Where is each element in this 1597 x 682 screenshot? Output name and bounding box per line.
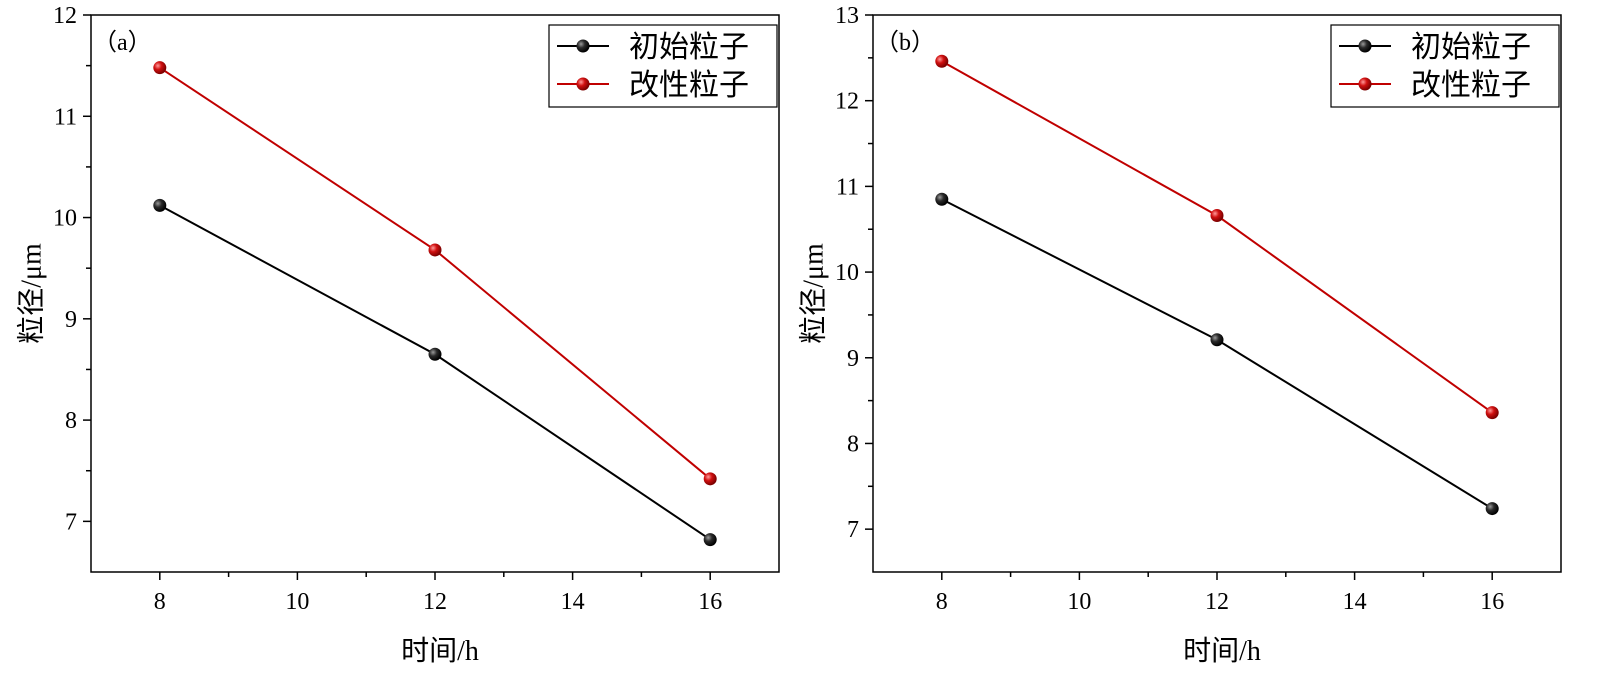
- legend-label-0: 初始粒子: [1411, 31, 1531, 64]
- y-tick-label: 8: [65, 408, 77, 434]
- data-point-1-0: [935, 54, 949, 68]
- x-tick-label: 14: [1343, 589, 1367, 615]
- data-point-1-2: [1485, 406, 1499, 420]
- data-point-1-2: [703, 472, 717, 486]
- x-tick-label: 10: [285, 589, 309, 615]
- panel-label: （a）: [93, 30, 152, 56]
- y-tick-label: 12: [53, 3, 77, 29]
- x-axis-title: 时间/h: [401, 635, 479, 667]
- legend-label-1: 改性粒子: [1411, 69, 1531, 102]
- panel-label: （b）: [875, 30, 935, 56]
- legend-marker-0: [1358, 39, 1372, 53]
- x-axis-title: 时间/h: [1183, 635, 1261, 667]
- y-tick-label: 10: [53, 206, 77, 232]
- y-tick-label: 10: [835, 260, 859, 286]
- data-point-0-0: [935, 192, 949, 206]
- y-tick-label: 13: [835, 3, 859, 29]
- x-tick-label: 14: [561, 589, 585, 615]
- legend-label-1: 改性粒子: [629, 69, 749, 102]
- legend-marker-1: [1358, 77, 1372, 91]
- x-tick-label: 12: [1205, 589, 1229, 615]
- y-tick-label: 7: [65, 509, 77, 535]
- data-point-1-1: [1210, 209, 1224, 223]
- legend-label-0: 初始粒子: [629, 31, 749, 64]
- y-tick-label: 8: [847, 431, 859, 457]
- x-tick-label: 8: [936, 589, 948, 615]
- legend-marker-0: [576, 39, 590, 53]
- data-point-0-1: [428, 347, 442, 361]
- data-point-1-0: [153, 61, 167, 75]
- y-tick-label: 12: [835, 89, 859, 115]
- y-tick-label: 7: [847, 517, 859, 543]
- x-tick-label: 16: [1480, 589, 1504, 615]
- data-point-0-0: [153, 198, 167, 212]
- data-point-0-1: [1210, 333, 1224, 347]
- series-line-1: [159, 66, 711, 480]
- x-tick-label: 8: [154, 589, 166, 615]
- legend-box: [1330, 24, 1560, 108]
- y-axis-title: 粒径/μm: [15, 243, 47, 344]
- x-tick-label: 16: [698, 589, 722, 615]
- y-tick-label: 11: [836, 174, 859, 200]
- data-point-0-2: [703, 533, 717, 547]
- legend-marker-1: [576, 77, 590, 91]
- x-tick-label: 10: [1067, 589, 1091, 615]
- legend-box: [548, 24, 778, 108]
- x-tick-label: 12: [423, 589, 447, 615]
- y-tick-label: 9: [847, 346, 859, 372]
- y-tick-label: 11: [54, 104, 77, 130]
- data-point-0-2: [1485, 502, 1499, 516]
- data-point-1-1: [428, 243, 442, 257]
- series-line-1: [941, 60, 1493, 414]
- y-axis-title: 粒径/μm: [797, 243, 829, 344]
- y-tick-label: 9: [65, 307, 77, 333]
